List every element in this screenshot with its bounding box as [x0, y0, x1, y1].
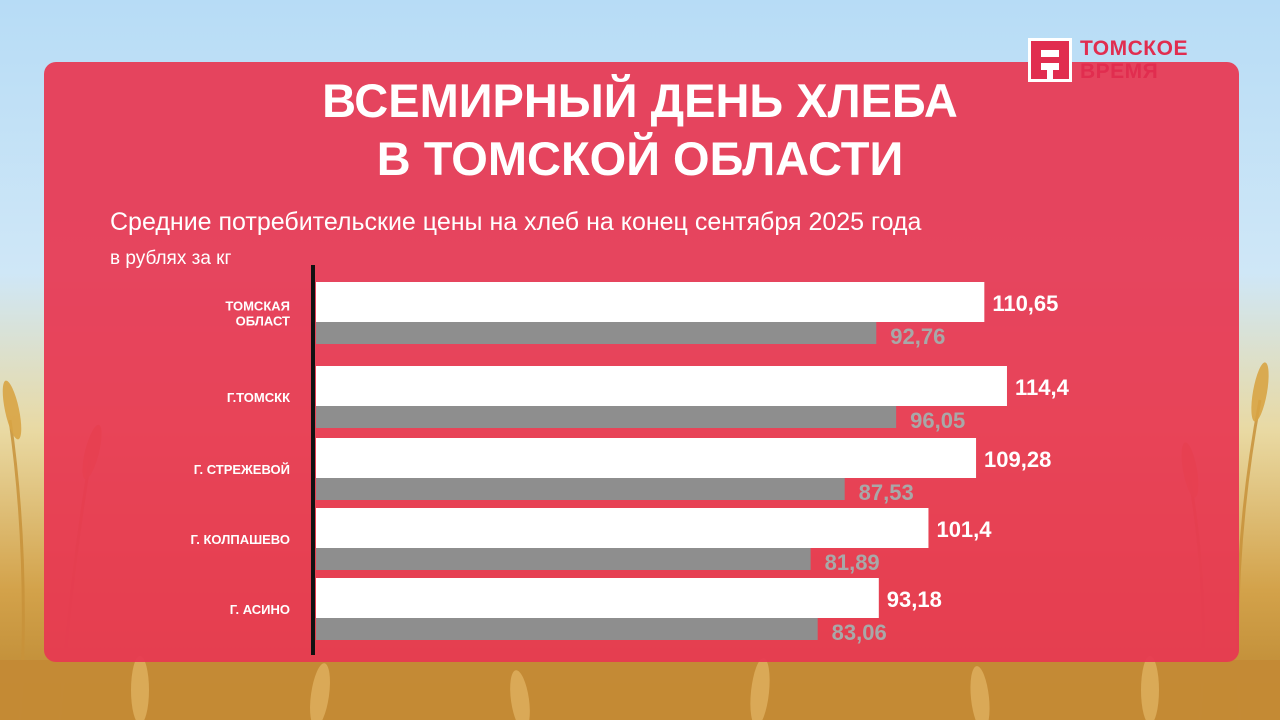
category-label-0-0: ТОМСКАЯ: [225, 299, 290, 314]
logo-line2: ВРЕМЯ: [1080, 60, 1159, 83]
data-label-secondary-0: 92,76: [890, 324, 945, 349]
page-title: ВСЕМИРНЫЙ ДЕНЬ ХЛЕБА В ТОМСКОЙ ОБЛАСТИ: [0, 72, 1280, 188]
category-label-0-1: ОБЛАСТ: [236, 314, 290, 329]
bar-primary-2: [316, 438, 977, 478]
data-label-primary-4: 93,18: [887, 587, 942, 612]
bar-primary-4: [316, 578, 879, 618]
category-label-2-0: Г. СТРЕЖЕВОЙ: [194, 462, 290, 477]
bar-secondary-2: [316, 478, 845, 500]
data-label-secondary-1: 96,05: [910, 408, 965, 433]
data-label-primary-1: 114,4: [1015, 375, 1070, 400]
bar-secondary-3: [316, 548, 811, 570]
bar-secondary-4: [316, 618, 818, 640]
bar-secondary-0: [316, 322, 877, 344]
category-label-3-0: Г. КОЛПАШЕВО: [191, 532, 290, 547]
title-line1: ВСЕМИРНЫЙ ДЕНЬ ХЛЕБА: [322, 74, 958, 127]
unit-label: в рублях за кг: [110, 248, 232, 269]
data-label-primary-3: 101,4: [936, 517, 992, 542]
title-line2: В ТОМСКОЙ ОБЛАСТИ: [376, 132, 904, 185]
chart-subtitle: Средние потребительские цены на хлеб на …: [110, 208, 922, 236]
data-label-secondary-2: 87,53: [859, 480, 914, 505]
bar-secondary-1: [316, 406, 897, 428]
logo-line1: ТОМСКОЕ: [1080, 37, 1188, 60]
data-label-primary-2: 109,28: [984, 447, 1051, 472]
data-label-secondary-4: 83,06: [832, 620, 887, 645]
bar-primary-0: [316, 282, 985, 322]
category-label-4-0: Г. АСИНО: [230, 602, 290, 617]
logo-text: ТОМСКОЕ ВРЕМЯ: [1080, 37, 1188, 83]
brand-logo: ТОМСКОЕ ВРЕМЯ: [1028, 37, 1228, 88]
bar-primary-1: [316, 366, 1007, 406]
bar-primary-3: [316, 508, 929, 548]
data-label-primary-0: 110,65: [992, 291, 1058, 316]
data-label-secondary-3: 81,89: [825, 550, 880, 575]
category-label-1-0: Г.ТОМСКК: [227, 390, 290, 405]
logo-mark-icon: [1028, 38, 1072, 82]
